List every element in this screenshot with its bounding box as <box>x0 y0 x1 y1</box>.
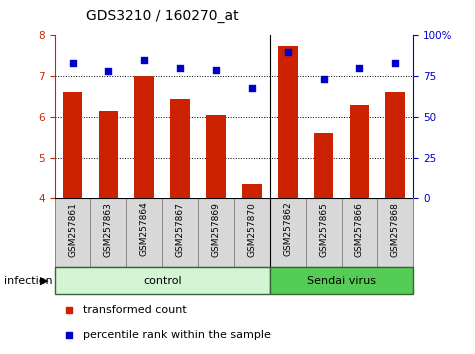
Text: GSM257862: GSM257862 <box>283 202 292 256</box>
Bar <box>234 198 270 267</box>
Point <box>356 65 363 71</box>
Point <box>104 68 112 74</box>
Bar <box>270 198 306 267</box>
Point <box>69 60 76 66</box>
Bar <box>342 198 378 267</box>
Bar <box>55 267 270 294</box>
Bar <box>306 198 342 267</box>
Text: GSM257861: GSM257861 <box>68 202 77 257</box>
Bar <box>162 198 198 267</box>
Bar <box>350 105 370 198</box>
Bar <box>198 198 234 267</box>
Bar <box>242 184 262 198</box>
Text: GSM257865: GSM257865 <box>319 202 328 257</box>
Point <box>176 65 184 71</box>
Point <box>141 57 148 63</box>
Text: control: control <box>143 275 181 286</box>
Point <box>212 67 220 73</box>
Point <box>248 85 256 90</box>
Text: GSM257866: GSM257866 <box>355 202 364 257</box>
Bar <box>91 198 126 267</box>
Bar <box>314 133 333 198</box>
Bar <box>134 76 154 198</box>
Bar <box>206 115 226 198</box>
Bar <box>98 111 118 198</box>
Text: Sendai virus: Sendai virus <box>307 275 376 286</box>
Text: infection: infection <box>4 275 52 286</box>
Bar <box>385 92 405 198</box>
Text: GSM257863: GSM257863 <box>104 202 113 257</box>
Text: GSM257870: GSM257870 <box>247 202 257 257</box>
Text: GSM257864: GSM257864 <box>140 202 149 256</box>
Text: transformed count: transformed count <box>83 305 187 315</box>
Point <box>284 49 292 55</box>
Text: GSM257867: GSM257867 <box>176 202 185 257</box>
Bar <box>126 198 162 267</box>
Bar <box>170 98 190 198</box>
Text: GSM257869: GSM257869 <box>211 202 220 257</box>
Point <box>320 76 327 82</box>
Bar <box>278 46 298 198</box>
Bar <box>378 198 413 267</box>
Text: GSM257868: GSM257868 <box>391 202 400 257</box>
Bar <box>63 92 83 198</box>
Point <box>65 332 73 337</box>
Bar <box>270 267 413 294</box>
Text: percentile rank within the sample: percentile rank within the sample <box>83 330 271 339</box>
Point <box>391 60 399 66</box>
Point <box>65 307 73 313</box>
Bar <box>55 198 91 267</box>
Text: GDS3210 / 160270_at: GDS3210 / 160270_at <box>86 9 238 23</box>
Text: ▶: ▶ <box>40 275 49 286</box>
